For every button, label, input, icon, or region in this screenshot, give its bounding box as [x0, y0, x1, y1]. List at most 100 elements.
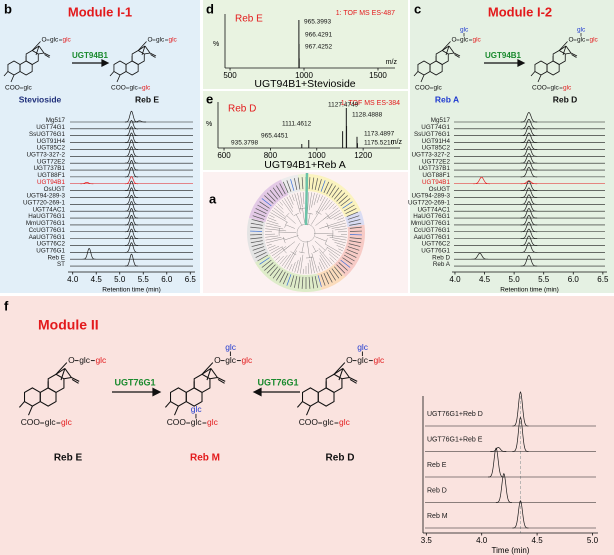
x-tick-label: 1500	[369, 71, 387, 80]
tree-branch	[269, 214, 275, 218]
bond	[413, 71, 419, 77]
ring	[25, 50, 39, 65]
leaf-label-stub	[269, 266, 278, 277]
tree-branch	[319, 225, 328, 229]
leaf-label-stub	[297, 177, 301, 190]
leaf-label-stub	[297, 276, 301, 289]
leaf-label-stub	[282, 273, 289, 285]
tree-branch	[325, 212, 331, 220]
peak	[124, 180, 139, 191]
tree-branch	[270, 246, 283, 254]
bond	[144, 45, 151, 54]
bond	[562, 45, 567, 56]
x-tick-label: 800	[264, 151, 278, 160]
leaf-label-stub	[272, 268, 281, 279]
leaf-label-stub	[331, 268, 340, 279]
bond	[420, 74, 425, 83]
tree-branch	[307, 262, 310, 274]
x-tick-label: 5.5	[138, 275, 150, 284]
leaf-label-stub	[349, 222, 362, 226]
trace-label: HaUGT76G1	[413, 213, 450, 220]
tree-branch	[307, 192, 310, 214]
peak	[520, 125, 538, 137]
trace-label: UGT72E2	[422, 158, 450, 165]
atom-label: O	[569, 37, 574, 44]
y-axis-title: %	[206, 121, 212, 128]
x-tick-label: 500	[223, 71, 237, 80]
enzyme-label: UGT76G1	[257, 377, 298, 387]
peak	[520, 139, 538, 150]
peak	[124, 139, 139, 150]
leaf-label-stub	[261, 259, 272, 268]
tree-branch	[321, 199, 331, 212]
tree-branch	[326, 222, 329, 230]
bond	[341, 376, 350, 380]
trace-label: CcUGT76G1	[29, 227, 66, 234]
bond	[71, 377, 80, 382]
arrow-head	[252, 387, 262, 397]
sugar-label: glc	[339, 417, 350, 427]
sample-name: Reb D	[228, 104, 256, 115]
trace-label: UGT76G1+Reb D	[427, 411, 483, 418]
leaf-label-stub	[340, 198, 351, 207]
compound-name: Reb D	[553, 94, 578, 104]
enzyme-label: UGT76G1	[114, 377, 155, 387]
peak	[124, 153, 139, 164]
x-tick-label: 6.0	[161, 275, 173, 284]
tree-branch	[286, 196, 294, 209]
tree-branch	[319, 254, 328, 268]
peak	[520, 242, 538, 253]
peak	[520, 254, 538, 267]
tree-branch	[311, 192, 315, 208]
x-tick-label: 4.0	[67, 275, 79, 284]
leaf-label-stub	[336, 192, 346, 202]
x-tick-label: 6.5	[597, 275, 609, 284]
leaf-label-stub	[349, 226, 362, 229]
peak-label: 1128.4888	[352, 112, 383, 119]
leaf-label-stub	[266, 264, 276, 274]
bond	[448, 45, 455, 54]
tree-branch	[311, 212, 319, 225]
y-axis-title: %	[213, 41, 219, 48]
ms-mode: 1: TOF MS ES-384	[341, 100, 400, 107]
sugar-label: glc	[45, 417, 56, 427]
leaf-label-stub	[255, 251, 267, 258]
tree-branch	[302, 208, 305, 224]
trace-label: UGT76G1+Reb E	[427, 436, 483, 443]
tree-branch	[267, 217, 277, 222]
tree-branch	[277, 255, 284, 263]
trace-label: CcUGT76G1	[414, 227, 451, 234]
bond	[565, 45, 572, 54]
bond	[38, 45, 45, 54]
leaf-label-stub	[259, 201, 270, 209]
compound-name: Reb E	[54, 453, 83, 464]
peak	[124, 214, 139, 226]
bond	[28, 405, 33, 416]
tree-branch	[330, 212, 342, 220]
trace-label: UGT73-327-2	[412, 151, 451, 158]
leaf-label-stub	[294, 275, 298, 288]
peak	[512, 416, 529, 452]
clade-sector	[254, 254, 322, 292]
x-tick-label: 5.0	[114, 275, 126, 284]
sugar-label: glc	[130, 85, 139, 92]
x-tick-label: 6.5	[185, 275, 197, 284]
bond	[209, 376, 218, 380]
compound-name: Reb A	[435, 94, 459, 104]
tree-branch	[326, 246, 341, 257]
tree-branch	[291, 262, 296, 272]
sample-name: Reb E	[235, 14, 263, 25]
arrow-head	[517, 59, 526, 67]
tree-branch	[327, 250, 339, 259]
bond	[448, 52, 455, 55]
panel-d-bg	[203, 0, 408, 89]
leaf-label-stub	[348, 243, 361, 247]
sugar-label: glc	[460, 37, 469, 44]
bond	[441, 41, 451, 51]
tree-branch	[328, 203, 335, 210]
tree-branch	[281, 246, 287, 254]
tree-branch	[300, 192, 303, 208]
bond	[149, 52, 157, 57]
peak	[520, 194, 538, 205]
tree-branch	[318, 198, 328, 213]
